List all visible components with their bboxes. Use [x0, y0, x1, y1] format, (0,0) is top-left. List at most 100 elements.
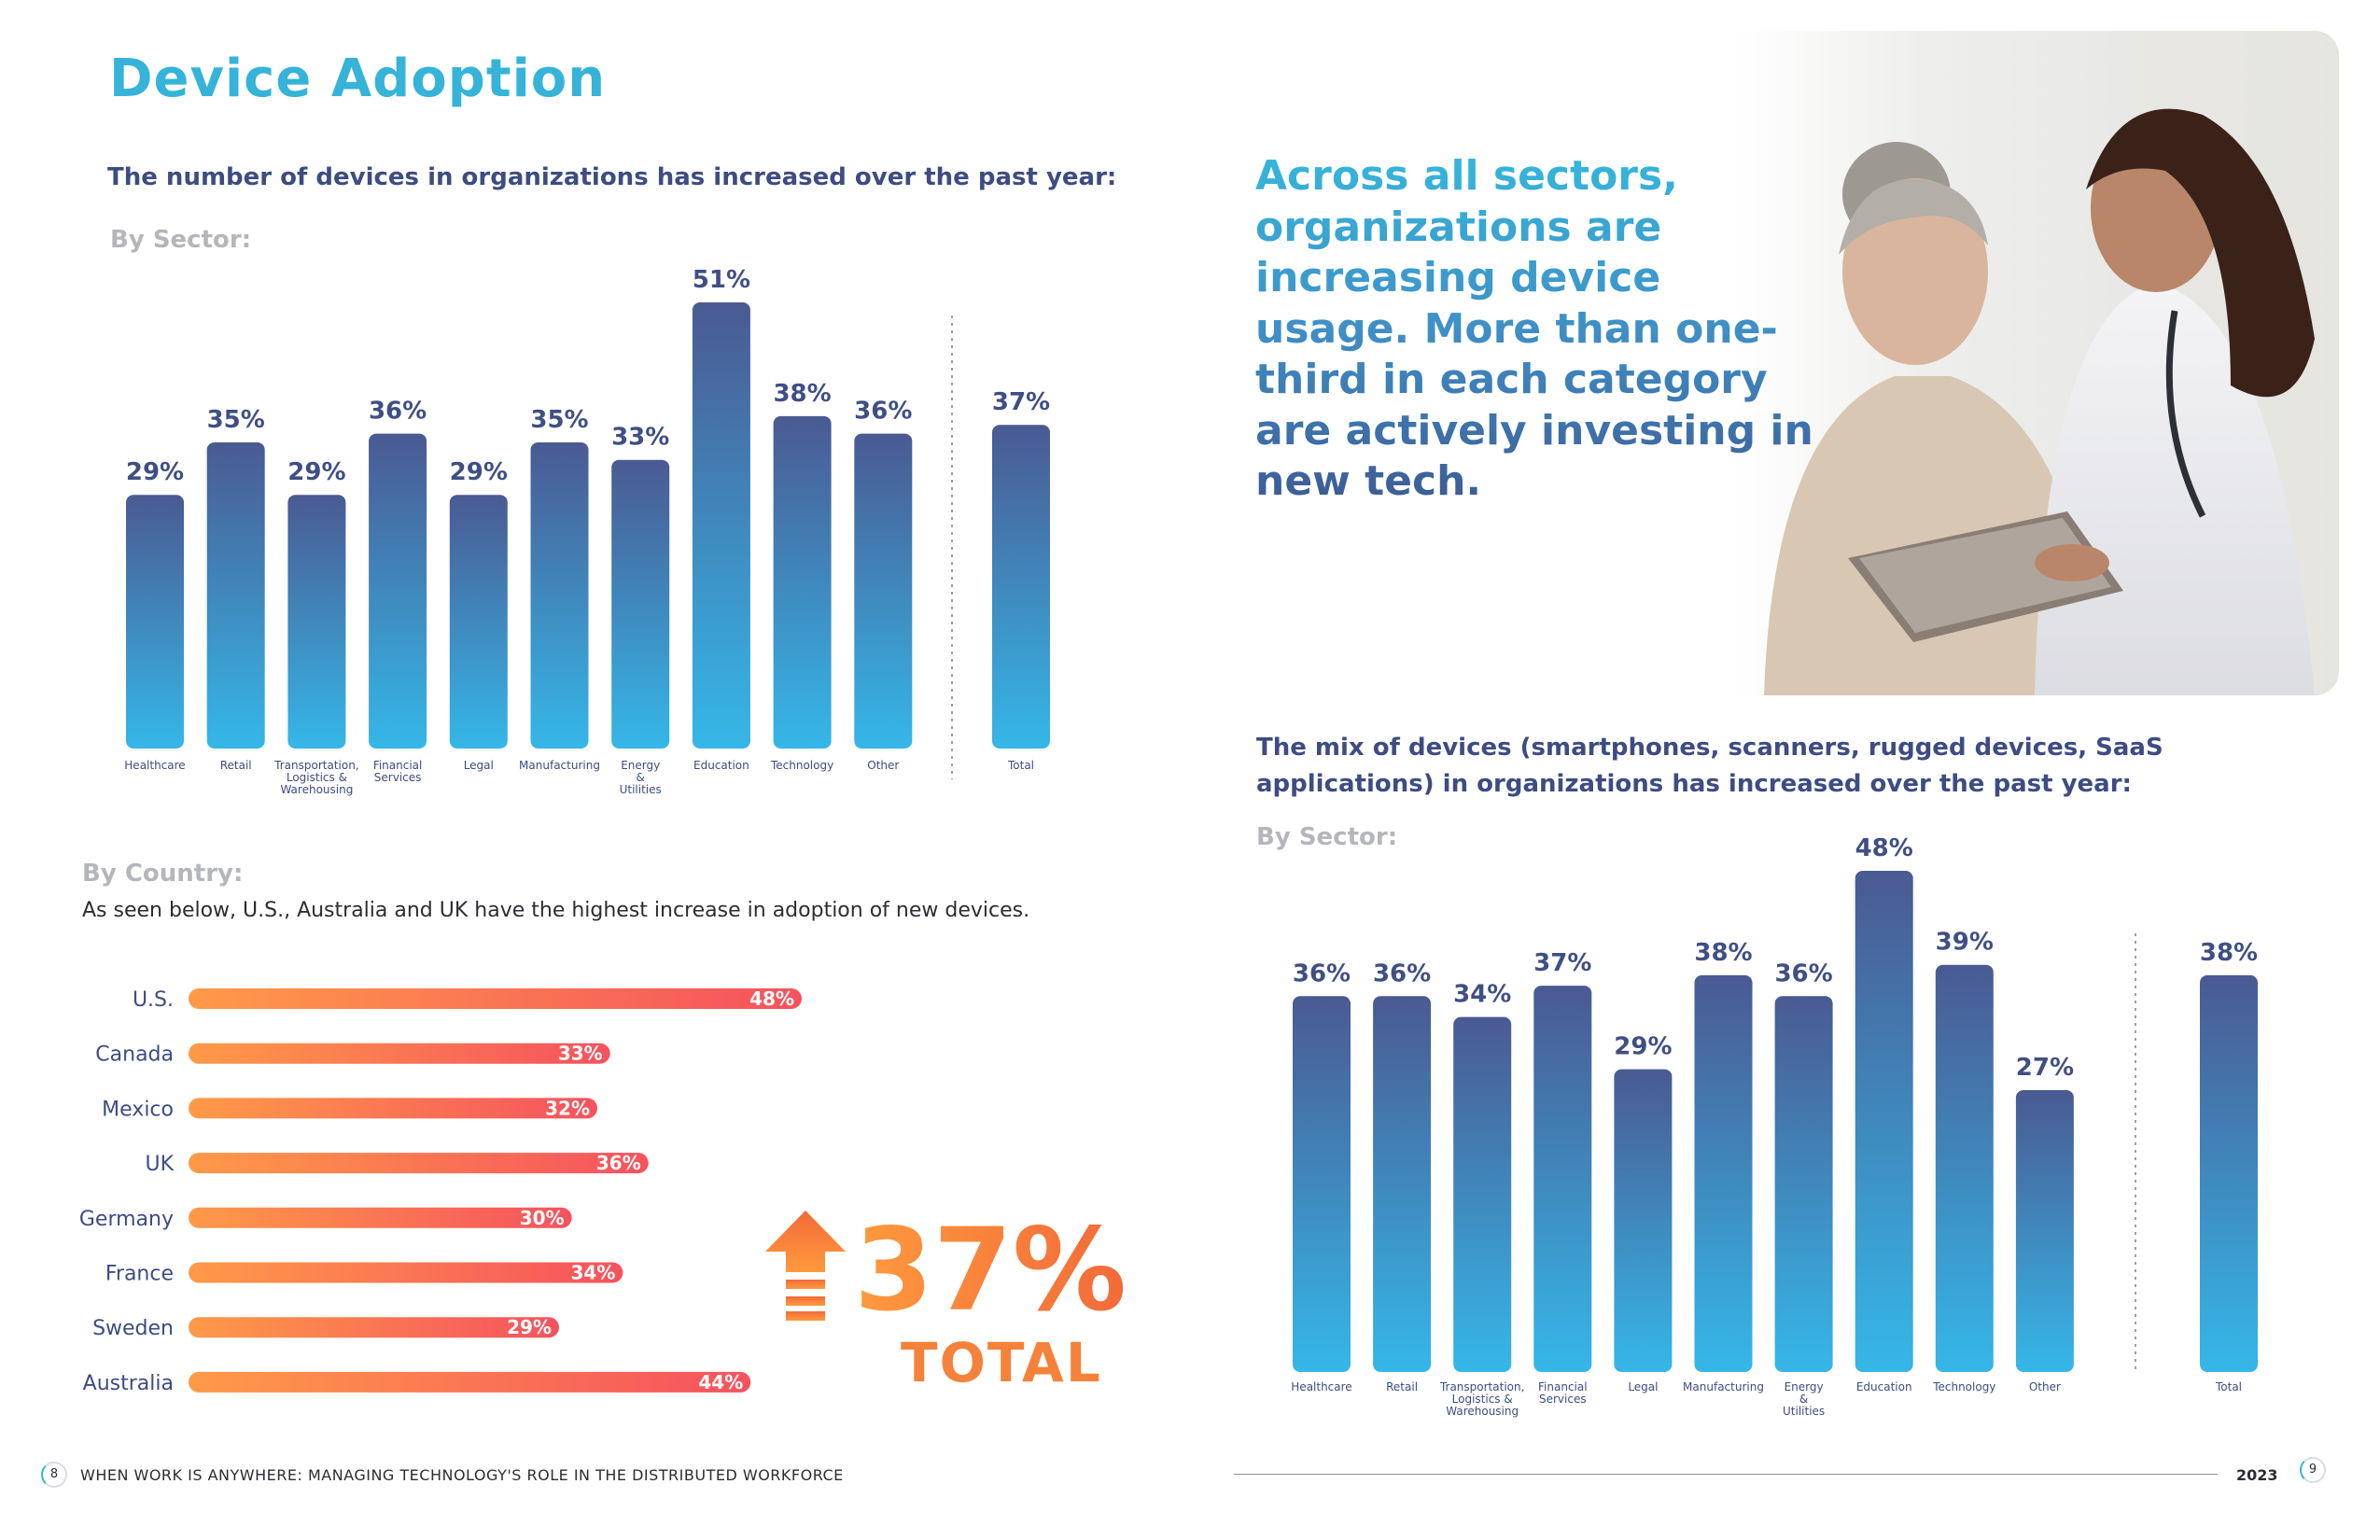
- category-label-manufacturing: Manufacturing: [519, 759, 600, 772]
- country-label-germany: Germany: [79, 1208, 174, 1231]
- bar-value-legal: 29%: [450, 458, 508, 486]
- country-value-france: 34%: [571, 1262, 616, 1284]
- bar-legal: [449, 495, 508, 749]
- country-value-uk: 36%: [596, 1152, 641, 1174]
- sector-chart-heading: The number of devices in organizations h…: [107, 163, 1117, 191]
- by-sector-label: By Sector:: [110, 226, 252, 254]
- device-mix-by-sector-label: By Sector:: [1256, 823, 1398, 851]
- bar-education: [1855, 871, 1913, 1372]
- left-page-number: 8: [41, 1462, 67, 1488]
- category-label-transportation: Transportation, Logistics & Warehousing: [1439, 1380, 1524, 1418]
- category-label-retail: Retail: [220, 759, 252, 772]
- footer-year: 2023: [2236, 1466, 2278, 1484]
- country-value-mexico: 32%: [545, 1097, 590, 1119]
- category-label-education: Education: [1856, 1380, 1912, 1393]
- device-mix-heading: The mix of devices (smartphones, scanner…: [1256, 734, 2163, 798]
- bar-value-energy: 36%: [1774, 959, 1832, 987]
- category-label-financial: Financial Services: [373, 759, 423, 784]
- page-title: Device Adoption: [109, 49, 607, 109]
- category-label-other: Other: [2029, 1380, 2061, 1393]
- bar-other: [2015, 1089, 2074, 1372]
- bar-value-other: 36%: [854, 398, 912, 426]
- bar-technology: [1935, 964, 1994, 1372]
- bar-retail: [1373, 996, 1432, 1372]
- bar-value-manufacturing: 35%: [530, 406, 588, 434]
- country-label-australia: Australia: [83, 1372, 174, 1395]
- bar-value-transportation: 34%: [1453, 981, 1511, 1009]
- bar-retail: [206, 441, 265, 749]
- category-label-total: Total: [2215, 1380, 2242, 1393]
- country-label-canada: Canada: [95, 1043, 174, 1067]
- country-bar-sweden: [189, 1317, 559, 1338]
- bar-value-education: 51%: [693, 266, 750, 294]
- bar-value-manufacturing: 38%: [1694, 939, 1752, 967]
- bar-value-energy: 33%: [611, 424, 669, 452]
- bar-energy: [611, 459, 670, 749]
- country-label-uk: UK: [145, 1153, 174, 1176]
- category-label-energy: Energy & Utilities: [620, 759, 662, 796]
- arrow-up-icon: [765, 1211, 846, 1321]
- country-label-france: France: [105, 1263, 174, 1286]
- category-label-other: Other: [867, 759, 899, 772]
- bar-value-legal: 29%: [1614, 1033, 1672, 1061]
- total-number: 37%: [854, 1204, 1127, 1337]
- country-bar-u-s: [189, 988, 802, 1009]
- category-label-financial: Financial Services: [1538, 1380, 1588, 1406]
- category-label-legal: Legal: [1628, 1380, 1658, 1393]
- category-label-legal: Legal: [464, 759, 494, 772]
- device-mix-by-sector-chart: 36% Healthcare 36% Retail 34% Transportation,…: [1291, 834, 2258, 1418]
- category-label-healthcare: Healthcare: [1291, 1380, 1351, 1393]
- bar-transportation: [287, 495, 346, 749]
- bar-value-financial: 37%: [1533, 949, 1591, 977]
- doctor-patient-photo: [1241, 31, 2339, 695]
- country-value-u-s: 48%: [749, 987, 794, 1010]
- bar-technology: [773, 415, 832, 749]
- country-value-germany: 30%: [520, 1207, 565, 1229]
- highlight-quote: Across all sectors, organizations are in…: [1255, 151, 1815, 508]
- country-bar-germany: [189, 1207, 572, 1228]
- country-bar-france: [189, 1262, 623, 1283]
- category-label-technology: Technology: [770, 759, 833, 772]
- bar-legal: [1614, 1069, 1673, 1372]
- category-label-retail: Retail: [1386, 1380, 1418, 1393]
- category-label-manufacturing: Manufacturing: [1683, 1380, 1764, 1393]
- country-value-canada: 33%: [558, 1043, 603, 1065]
- bar-value-healthcare: 36%: [1293, 959, 1351, 987]
- bar-value-education: 48%: [1855, 834, 1913, 862]
- bar-value-total: 38%: [2200, 939, 2258, 967]
- category-label-transportation: Transportation, Logistics & Warehousing: [273, 759, 358, 796]
- bar-manufacturing: [530, 441, 589, 749]
- country-value-sweden: 29%: [507, 1316, 552, 1338]
- category-label-healthcare: Healthcare: [124, 759, 185, 772]
- bar-value-transportation: 29%: [287, 458, 345, 486]
- category-label-total: Total: [1007, 759, 1034, 772]
- bar-value-total: 37%: [992, 388, 1050, 416]
- bar-financial: [369, 433, 427, 749]
- bar-education: [692, 302, 750, 749]
- bar-value-technology: 38%: [773, 380, 831, 408]
- country-value-australia: 44%: [698, 1371, 743, 1393]
- bar-healthcare: [126, 495, 184, 749]
- country-bar-uk: [189, 1153, 649, 1174]
- country-caption: As seen below, U.S., Australia and UK ha…: [82, 899, 1030, 922]
- bar-transportation: [1453, 1016, 1512, 1372]
- right-page-number: 9: [2300, 1457, 2326, 1483]
- devices-by-country-chart: U.S. 48% Canada 33% Mexico 32% UK 36% Germany 30%…: [79, 987, 802, 1395]
- bar-value-retail: 35%: [207, 406, 265, 434]
- bar-total: [992, 425, 1050, 749]
- category-label-education: Education: [693, 759, 749, 772]
- bar-total: [2200, 974, 2258, 1372]
- category-label-technology: Technology: [1932, 1380, 1995, 1393]
- bar-value-technology: 39%: [1936, 929, 1994, 957]
- country-bar-australia: [189, 1371, 751, 1393]
- bar-value-healthcare: 29%: [126, 458, 184, 486]
- bar-energy: [1774, 996, 1833, 1372]
- country-bar-mexico: [189, 1098, 597, 1119]
- category-label-energy: Energy & Utilities: [1783, 1380, 1825, 1418]
- bar-healthcare: [1293, 996, 1351, 1372]
- footer-divider: [1234, 1474, 2218, 1475]
- bar-other: [854, 433, 913, 749]
- footer-title: WHEN WORK IS ANYWHERE: MANAGING TECHNOLO…: [80, 1466, 844, 1484]
- bar-manufacturing: [1694, 974, 1753, 1372]
- bar-financial: [1533, 986, 1592, 1372]
